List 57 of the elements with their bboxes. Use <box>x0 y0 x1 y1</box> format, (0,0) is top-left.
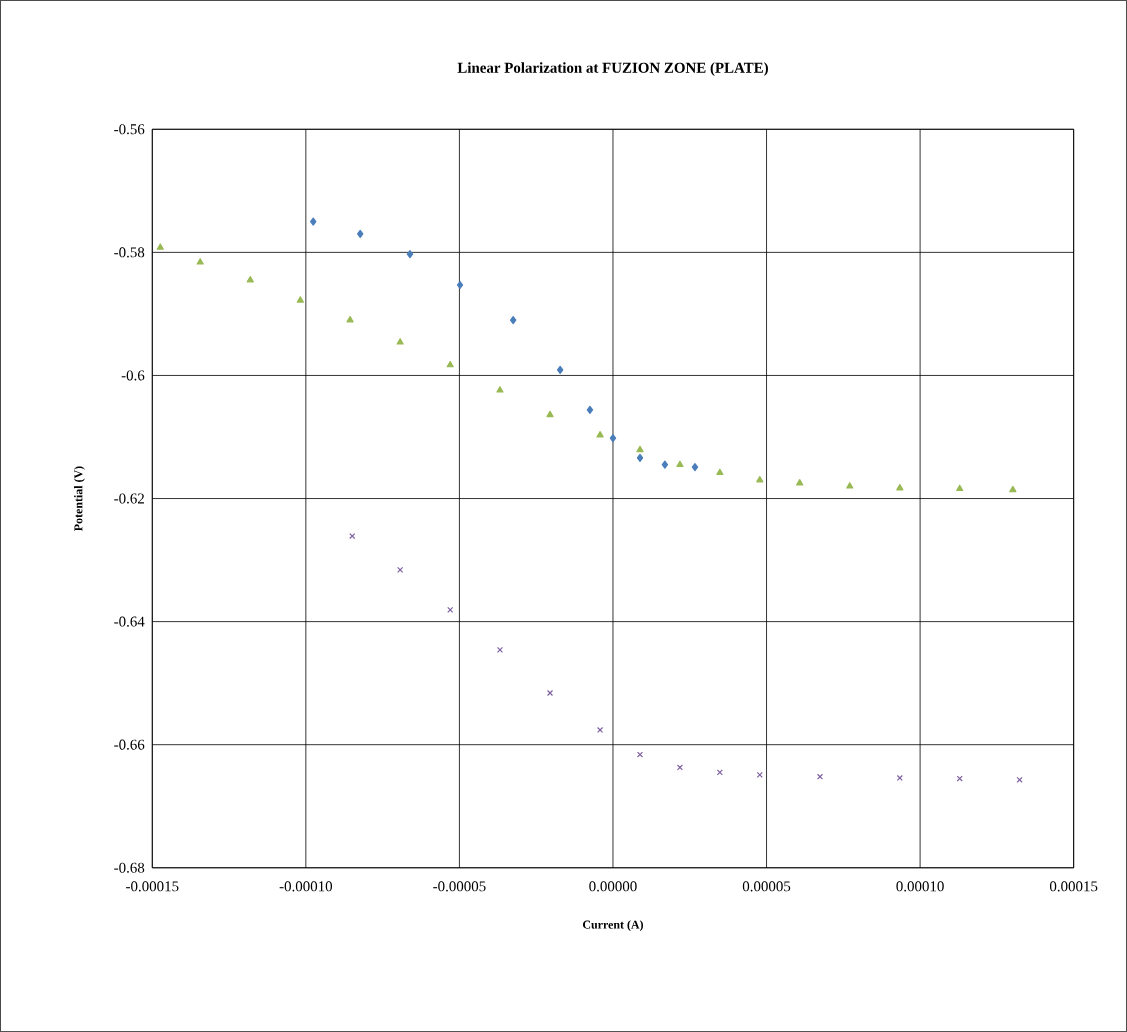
point <box>896 774 903 781</box>
point <box>796 479 804 486</box>
point <box>456 280 464 290</box>
point <box>896 483 904 491</box>
x-axis-title: Current (A) <box>582 920 644 932</box>
y-tick-label: -0.68 <box>114 862 145 873</box>
point <box>356 229 364 238</box>
x-tick-label: -0.00015 <box>126 881 179 892</box>
point <box>691 463 699 472</box>
x-tick-label: -0.00010 <box>279 881 333 892</box>
chart-title: Linear Polarization at FUZION ZONE (PLATE) <box>457 62 768 76</box>
point <box>636 445 644 453</box>
point <box>349 532 356 540</box>
point <box>756 771 763 778</box>
point <box>310 217 317 226</box>
point <box>676 764 683 771</box>
point <box>676 460 684 467</box>
point <box>816 773 824 780</box>
y-axis-title: Potential (V) <box>74 466 85 531</box>
point <box>447 606 454 613</box>
point <box>716 468 724 475</box>
x-tick-label: 0.00010 <box>896 881 944 892</box>
point <box>296 296 304 303</box>
x-tick-label: -0.00005 <box>433 881 486 892</box>
point <box>556 365 564 374</box>
point <box>609 434 617 443</box>
y-tick-label: -0.6 <box>121 370 145 381</box>
point <box>496 386 504 393</box>
point <box>636 751 644 758</box>
y-tick-label: -0.62 <box>114 493 144 504</box>
point <box>509 315 517 325</box>
y-tick-label: -0.56 <box>114 124 145 135</box>
point <box>716 769 723 776</box>
point <box>406 250 414 259</box>
point <box>596 431 604 438</box>
point <box>446 360 454 368</box>
point <box>546 410 554 418</box>
point <box>346 315 354 323</box>
point <box>636 453 644 462</box>
point <box>196 258 204 265</box>
y-tick-label: -0.58 <box>114 247 145 258</box>
point <box>246 275 254 283</box>
x-tick-label: 0.00015 <box>1049 881 1098 892</box>
point <box>396 338 404 345</box>
point <box>846 482 854 489</box>
point <box>1009 485 1017 493</box>
x-tick-label: 0.00005 <box>742 881 791 892</box>
point <box>661 460 669 469</box>
point <box>756 475 764 483</box>
point <box>156 243 164 250</box>
x-tick-label: 0.00000 <box>589 881 637 892</box>
point <box>1016 776 1023 783</box>
y-tick-label: -0.66 <box>114 739 145 750</box>
y-tick-label: -0.64 <box>114 616 145 627</box>
point <box>956 484 964 491</box>
point <box>956 775 963 782</box>
point <box>586 405 594 414</box>
